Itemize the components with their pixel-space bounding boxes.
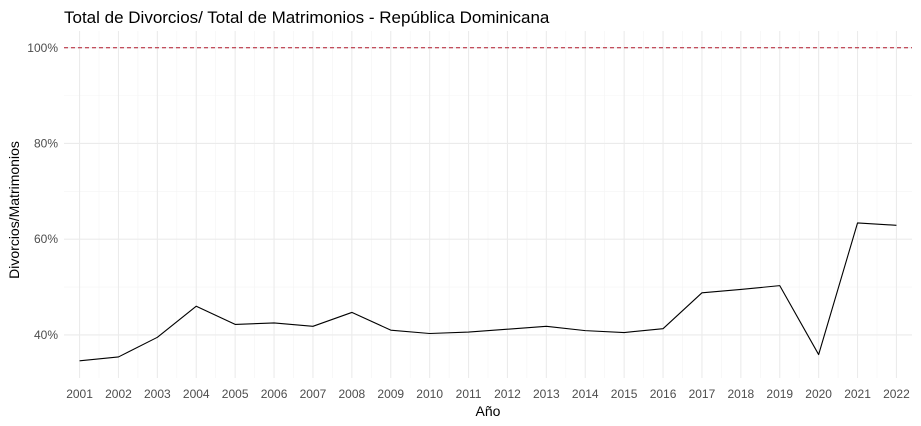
x-tick-label: 2009 xyxy=(377,387,404,401)
x-tick-label: 2019 xyxy=(766,387,793,401)
x-tick-label: 2017 xyxy=(689,387,716,401)
x-tick-label: 2022 xyxy=(883,387,910,401)
y-tick-label: 60% xyxy=(34,232,58,246)
x-tick-label: 2010 xyxy=(416,387,443,401)
y-axis-title: Divorcios/Matrimonios xyxy=(6,141,22,279)
grid xyxy=(64,31,912,378)
x-tick-label: 2011 xyxy=(456,387,482,401)
x-tick-label: 2013 xyxy=(533,387,560,401)
x-tick-label: 2018 xyxy=(727,387,754,401)
x-tick-label: 2007 xyxy=(300,387,327,401)
x-tick-label: 2012 xyxy=(494,387,521,401)
x-tick-label: 2014 xyxy=(572,387,599,401)
x-axis-title: Año xyxy=(476,403,501,419)
x-tick-label: 2015 xyxy=(611,387,638,401)
x-tick-label: 2016 xyxy=(650,387,677,401)
y-tick-label: 80% xyxy=(34,136,58,150)
x-tick-labels: 2001 2002 2003 2004 2005 2006 2007 2008 2009 2010… xyxy=(66,387,910,401)
x-tick-label: 2004 xyxy=(183,387,210,401)
x-tick-label: 2021 xyxy=(844,387,871,401)
x-tick-label: 2002 xyxy=(105,387,132,401)
series-line xyxy=(79,222,897,362)
y-tick-labels: 40% 60% 80% 100% xyxy=(27,41,58,342)
y-tick-label: 100% xyxy=(27,41,58,55)
x-tick-label: 2006 xyxy=(261,387,288,401)
x-tick-label: 2001 xyxy=(66,387,93,401)
chart-title: Total de Divorcios/ Total de Matrimonios… xyxy=(64,8,550,27)
x-tick-label: 2020 xyxy=(805,387,832,401)
y-tick-label: 40% xyxy=(34,328,58,342)
x-tick-label: 2008 xyxy=(339,387,366,401)
x-tick-label: 2003 xyxy=(144,387,171,401)
series-group xyxy=(79,222,897,362)
x-tick-label: 2005 xyxy=(222,387,249,401)
